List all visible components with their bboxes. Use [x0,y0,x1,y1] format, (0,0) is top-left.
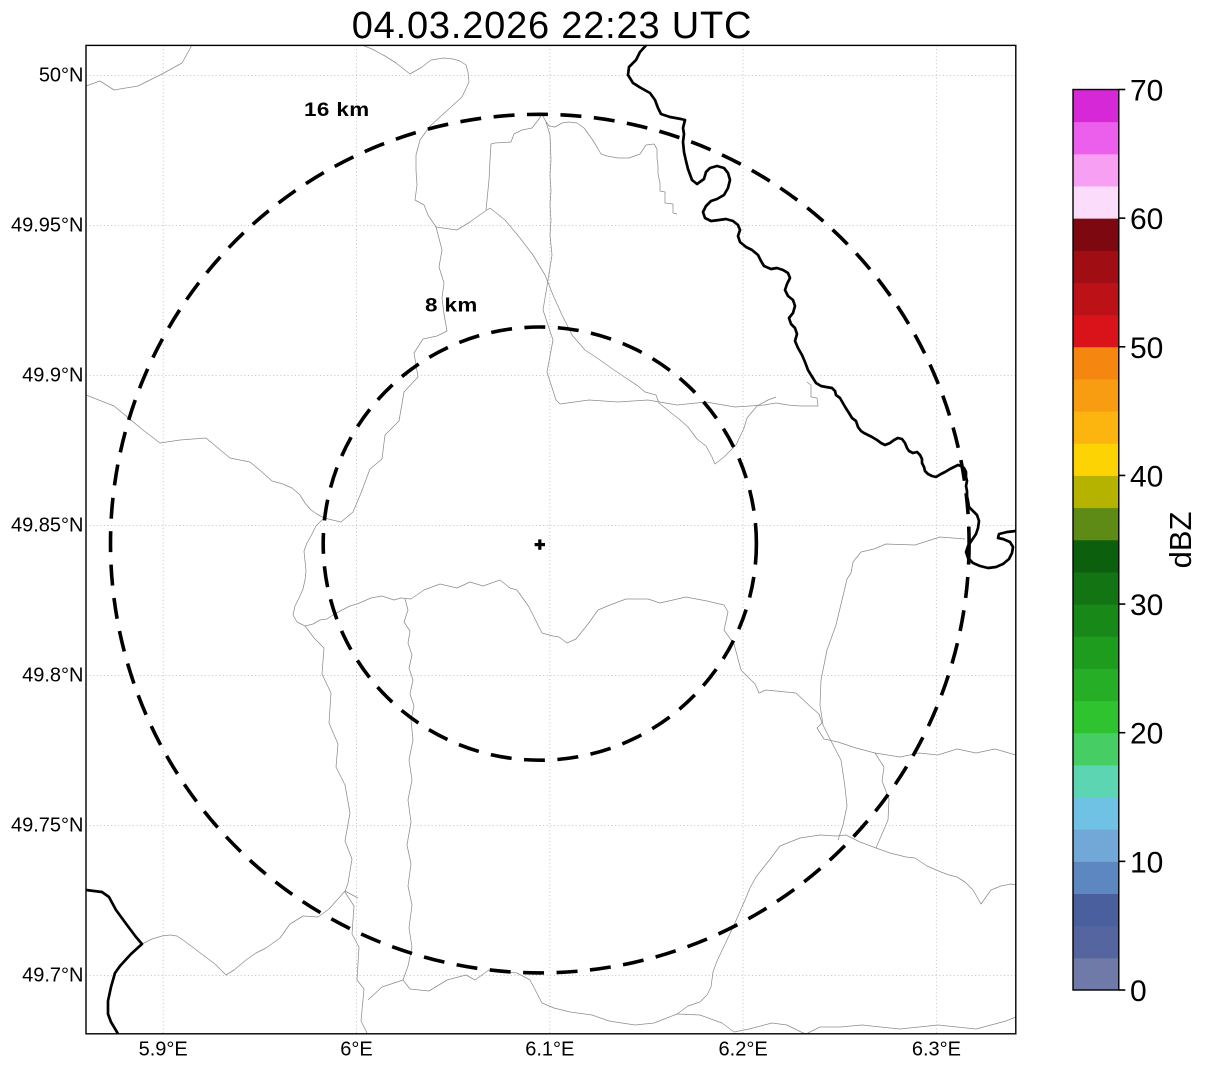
svg-text:5.9°E: 5.9°E [139,1039,188,1061]
svg-text:49.95°N: 49.95°N [11,215,84,237]
svg-text:16 km: 16 km [304,100,370,121]
svg-text:49.7°N: 49.7°N [22,965,83,987]
svg-text:6.3°E: 6.3°E [912,1039,961,1061]
svg-text:50: 50 [1130,332,1163,365]
svg-text:30: 30 [1130,589,1163,622]
svg-text:8 km: 8 km [425,295,478,316]
svg-text:20: 20 [1130,718,1163,751]
svg-text:49.8°N: 49.8°N [22,665,83,687]
svg-text:6°E: 6°E [340,1039,372,1061]
svg-text:6.2°E: 6.2°E [719,1039,768,1061]
svg-text:40: 40 [1130,460,1163,493]
svg-text:0: 0 [1130,975,1147,1008]
svg-text:50°N: 50°N [39,65,84,87]
svg-text:10: 10 [1130,846,1163,879]
svg-text:60: 60 [1130,203,1163,236]
svg-text:49.75°N: 49.75°N [11,815,84,837]
svg-text:70: 70 [1130,75,1163,108]
svg-text:04.03.2026 22:23 UTC: 04.03.2026 22:23 UTC [352,5,753,47]
svg-text:49.85°N: 49.85°N [11,515,84,537]
svg-text:dBZ: dBZ [1163,512,1198,569]
svg-text:49.9°N: 49.9°N [22,365,83,387]
svg-text:6.1°E: 6.1°E [525,1039,574,1061]
